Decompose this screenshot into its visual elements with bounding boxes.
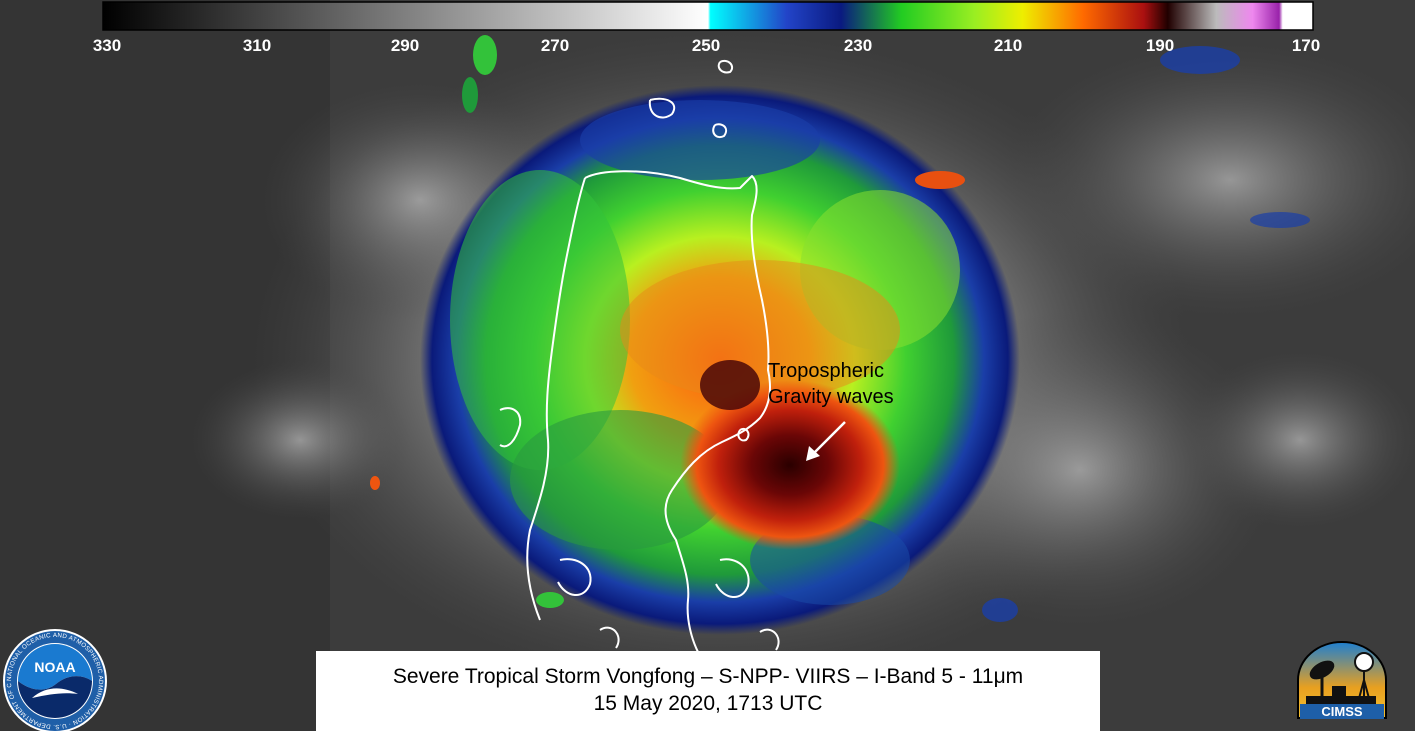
storm-cloud-shield <box>420 85 1020 635</box>
caption-title: Severe Tropical Storm Vongfong – S-NPP- … <box>392 665 1024 688</box>
cimss-logo: CIMSS <box>1297 641 1387 719</box>
scale-tick-310: 310 <box>242 36 272 55</box>
cimss-wordmark: CIMSS <box>1321 704 1363 719</box>
image-caption: Severe Tropical Storm Vongfong – S-NPP- … <box>316 651 1100 731</box>
coastline <box>499 60 780 653</box>
scale-tick-290: 290 <box>390 36 420 55</box>
scale-tick-250: 250 <box>691 36 721 55</box>
caption-timestamp: 15 May 2020, 1713 UTC <box>593 692 823 715</box>
scale-tick-230: 230 <box>843 36 873 55</box>
noaa-logo: NATIONAL OCEANIC AND ATMOSPHERIC ADMINIS… <box>2 628 107 731</box>
annotation-line-1: Tropospheric <box>768 360 884 382</box>
gravity-wave-annotation: Tropospheric Gravity waves <box>768 358 894 410</box>
annotation-line-2: Gravity waves <box>768 386 894 408</box>
scale-tick-270: 270 <box>540 36 570 55</box>
scale-tick-210: 210 <box>993 36 1023 55</box>
color-scale-bar <box>102 1 1314 31</box>
gravity-wave-arrow <box>806 421 846 461</box>
scale-tick-330: 330 <box>92 36 122 55</box>
scale-tick-190: 190 <box>1145 36 1175 55</box>
scale-tick-170: 170 <box>1291 36 1321 55</box>
convective-cells <box>370 35 1310 622</box>
noaa-wordmark: NOAA <box>34 659 75 675</box>
